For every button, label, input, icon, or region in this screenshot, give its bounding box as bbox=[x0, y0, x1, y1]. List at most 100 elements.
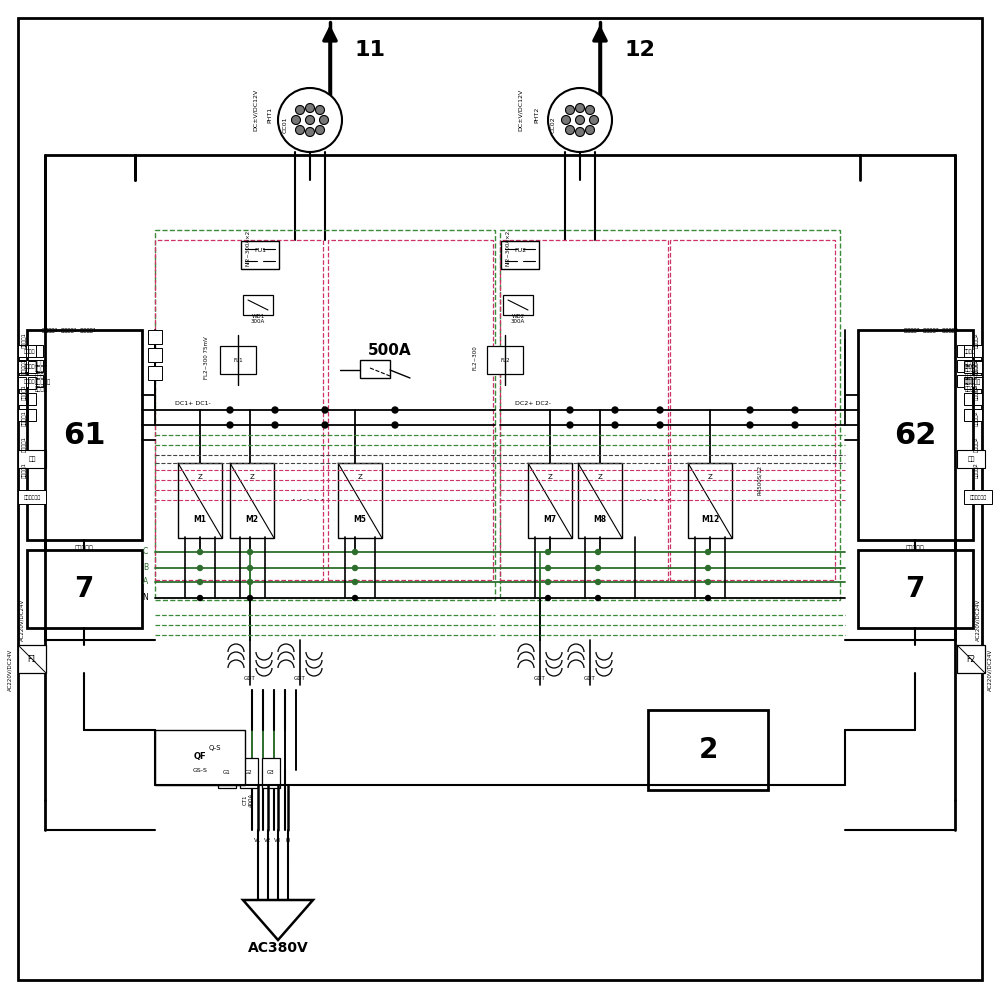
Bar bbox=[974, 377, 982, 389]
Circle shape bbox=[352, 566, 358, 571]
Text: 输出开关控制: 输出开关控制 bbox=[969, 494, 987, 500]
Circle shape bbox=[566, 126, 574, 135]
Circle shape bbox=[706, 580, 710, 585]
Text: FL2: FL2 bbox=[500, 357, 510, 362]
Bar bbox=[28, 409, 36, 421]
Text: 启停控制1: 启停控制1 bbox=[22, 436, 26, 452]
Circle shape bbox=[747, 407, 753, 413]
Text: 输出开关控制: 输出开关控制 bbox=[23, 494, 41, 500]
Bar bbox=[240, 758, 258, 788]
Bar bbox=[500, 230, 840, 600]
Bar bbox=[501, 241, 539, 269]
Text: 12: 12 bbox=[625, 40, 655, 60]
Text: 功率调节1: 功率调节1 bbox=[22, 462, 26, 478]
Text: 62: 62 bbox=[894, 420, 936, 449]
Text: F1: F1 bbox=[27, 655, 37, 664]
Text: WD1
300A: WD1 300A bbox=[251, 313, 265, 324]
Bar bbox=[964, 377, 972, 389]
Text: M8: M8 bbox=[593, 515, 607, 524]
Text: 充电允许: 充电允许 bbox=[24, 378, 36, 383]
Text: G1: G1 bbox=[223, 770, 231, 775]
Circle shape bbox=[198, 550, 202, 555]
Bar bbox=[18, 360, 43, 372]
Text: 电流反馈2: 电流反馈2 bbox=[974, 358, 978, 374]
Bar bbox=[230, 463, 274, 538]
Text: Z: Z bbox=[548, 474, 552, 480]
Bar bbox=[218, 758, 236, 788]
Text: CC01: CC01 bbox=[283, 117, 288, 134]
Bar bbox=[27, 330, 142, 540]
Circle shape bbox=[248, 580, 252, 585]
Circle shape bbox=[306, 116, 314, 125]
Text: FU2: FU2 bbox=[514, 248, 526, 252]
Bar bbox=[18, 409, 26, 421]
Text: Z: Z bbox=[708, 474, 712, 480]
Text: AC220V/DC24V: AC220V/DC24V bbox=[7, 649, 13, 692]
Text: 充电允许
启停控制
故障信号
充电桩控制
功率调节: 充电允许 启停控制 故障信号 充电桩控制 功率调节 bbox=[965, 360, 981, 391]
Bar bbox=[18, 361, 26, 373]
Circle shape bbox=[546, 550, 550, 555]
Text: V3: V3 bbox=[274, 837, 282, 842]
Text: 充电桩控制: 充电桩控制 bbox=[906, 545, 924, 551]
Text: Z: Z bbox=[250, 474, 254, 480]
Bar bbox=[220, 346, 256, 374]
Circle shape bbox=[198, 566, 202, 571]
Circle shape bbox=[316, 106, 324, 115]
Bar bbox=[262, 758, 280, 788]
Text: M12: M12 bbox=[701, 515, 719, 524]
Circle shape bbox=[586, 126, 594, 135]
Circle shape bbox=[272, 407, 278, 413]
Circle shape bbox=[612, 407, 618, 413]
Circle shape bbox=[612, 422, 618, 428]
Bar bbox=[28, 345, 36, 357]
Text: N: N bbox=[286, 837, 290, 842]
Bar bbox=[487, 346, 523, 374]
Bar bbox=[500, 240, 668, 580]
Bar bbox=[18, 375, 43, 387]
Circle shape bbox=[567, 407, 573, 413]
Bar bbox=[858, 550, 973, 628]
Circle shape bbox=[198, 580, 202, 585]
Text: CC02: CC02 bbox=[550, 117, 556, 134]
Text: AC380V: AC380V bbox=[248, 941, 308, 955]
Circle shape bbox=[546, 566, 550, 571]
Circle shape bbox=[657, 422, 663, 428]
Bar bbox=[964, 345, 972, 357]
Bar bbox=[18, 377, 26, 389]
Text: M1: M1 bbox=[194, 515, 207, 524]
Circle shape bbox=[562, 116, 570, 125]
Circle shape bbox=[248, 596, 252, 601]
Circle shape bbox=[546, 580, 550, 585]
Bar bbox=[155, 240, 323, 580]
Bar bbox=[27, 550, 142, 628]
Text: GDT: GDT bbox=[584, 676, 596, 681]
Bar bbox=[18, 490, 46, 504]
Text: F2: F2 bbox=[966, 655, 976, 664]
Text: 11: 11 bbox=[354, 40, 386, 60]
Text: · · · · ·: · · · · · bbox=[639, 495, 671, 505]
Bar bbox=[957, 345, 982, 357]
Circle shape bbox=[296, 106, 304, 115]
Text: 电压反馈2: 电压反馈2 bbox=[974, 332, 978, 348]
Circle shape bbox=[306, 128, 314, 137]
Circle shape bbox=[792, 422, 798, 428]
Text: AC220V/DC24V: AC220V/DC24V bbox=[20, 599, 24, 641]
Circle shape bbox=[392, 407, 398, 413]
Bar bbox=[578, 463, 622, 538]
Text: G3: G3 bbox=[267, 770, 275, 775]
Circle shape bbox=[548, 88, 612, 152]
Text: 电流反馈1: 电流反馈1 bbox=[22, 358, 26, 374]
Circle shape bbox=[316, 126, 324, 135]
Text: 7: 7 bbox=[905, 575, 925, 603]
Bar bbox=[957, 375, 982, 387]
Circle shape bbox=[227, 422, 233, 428]
Text: DC±V/DC12V: DC±V/DC12V bbox=[252, 89, 258, 131]
Circle shape bbox=[596, 580, 600, 585]
Bar bbox=[974, 345, 982, 357]
Text: FL2~300 75mV: FL2~300 75mV bbox=[205, 336, 210, 379]
Circle shape bbox=[292, 116, 300, 125]
Circle shape bbox=[576, 116, 584, 125]
Circle shape bbox=[296, 126, 304, 135]
Bar bbox=[155, 730, 245, 785]
Bar bbox=[18, 645, 46, 673]
